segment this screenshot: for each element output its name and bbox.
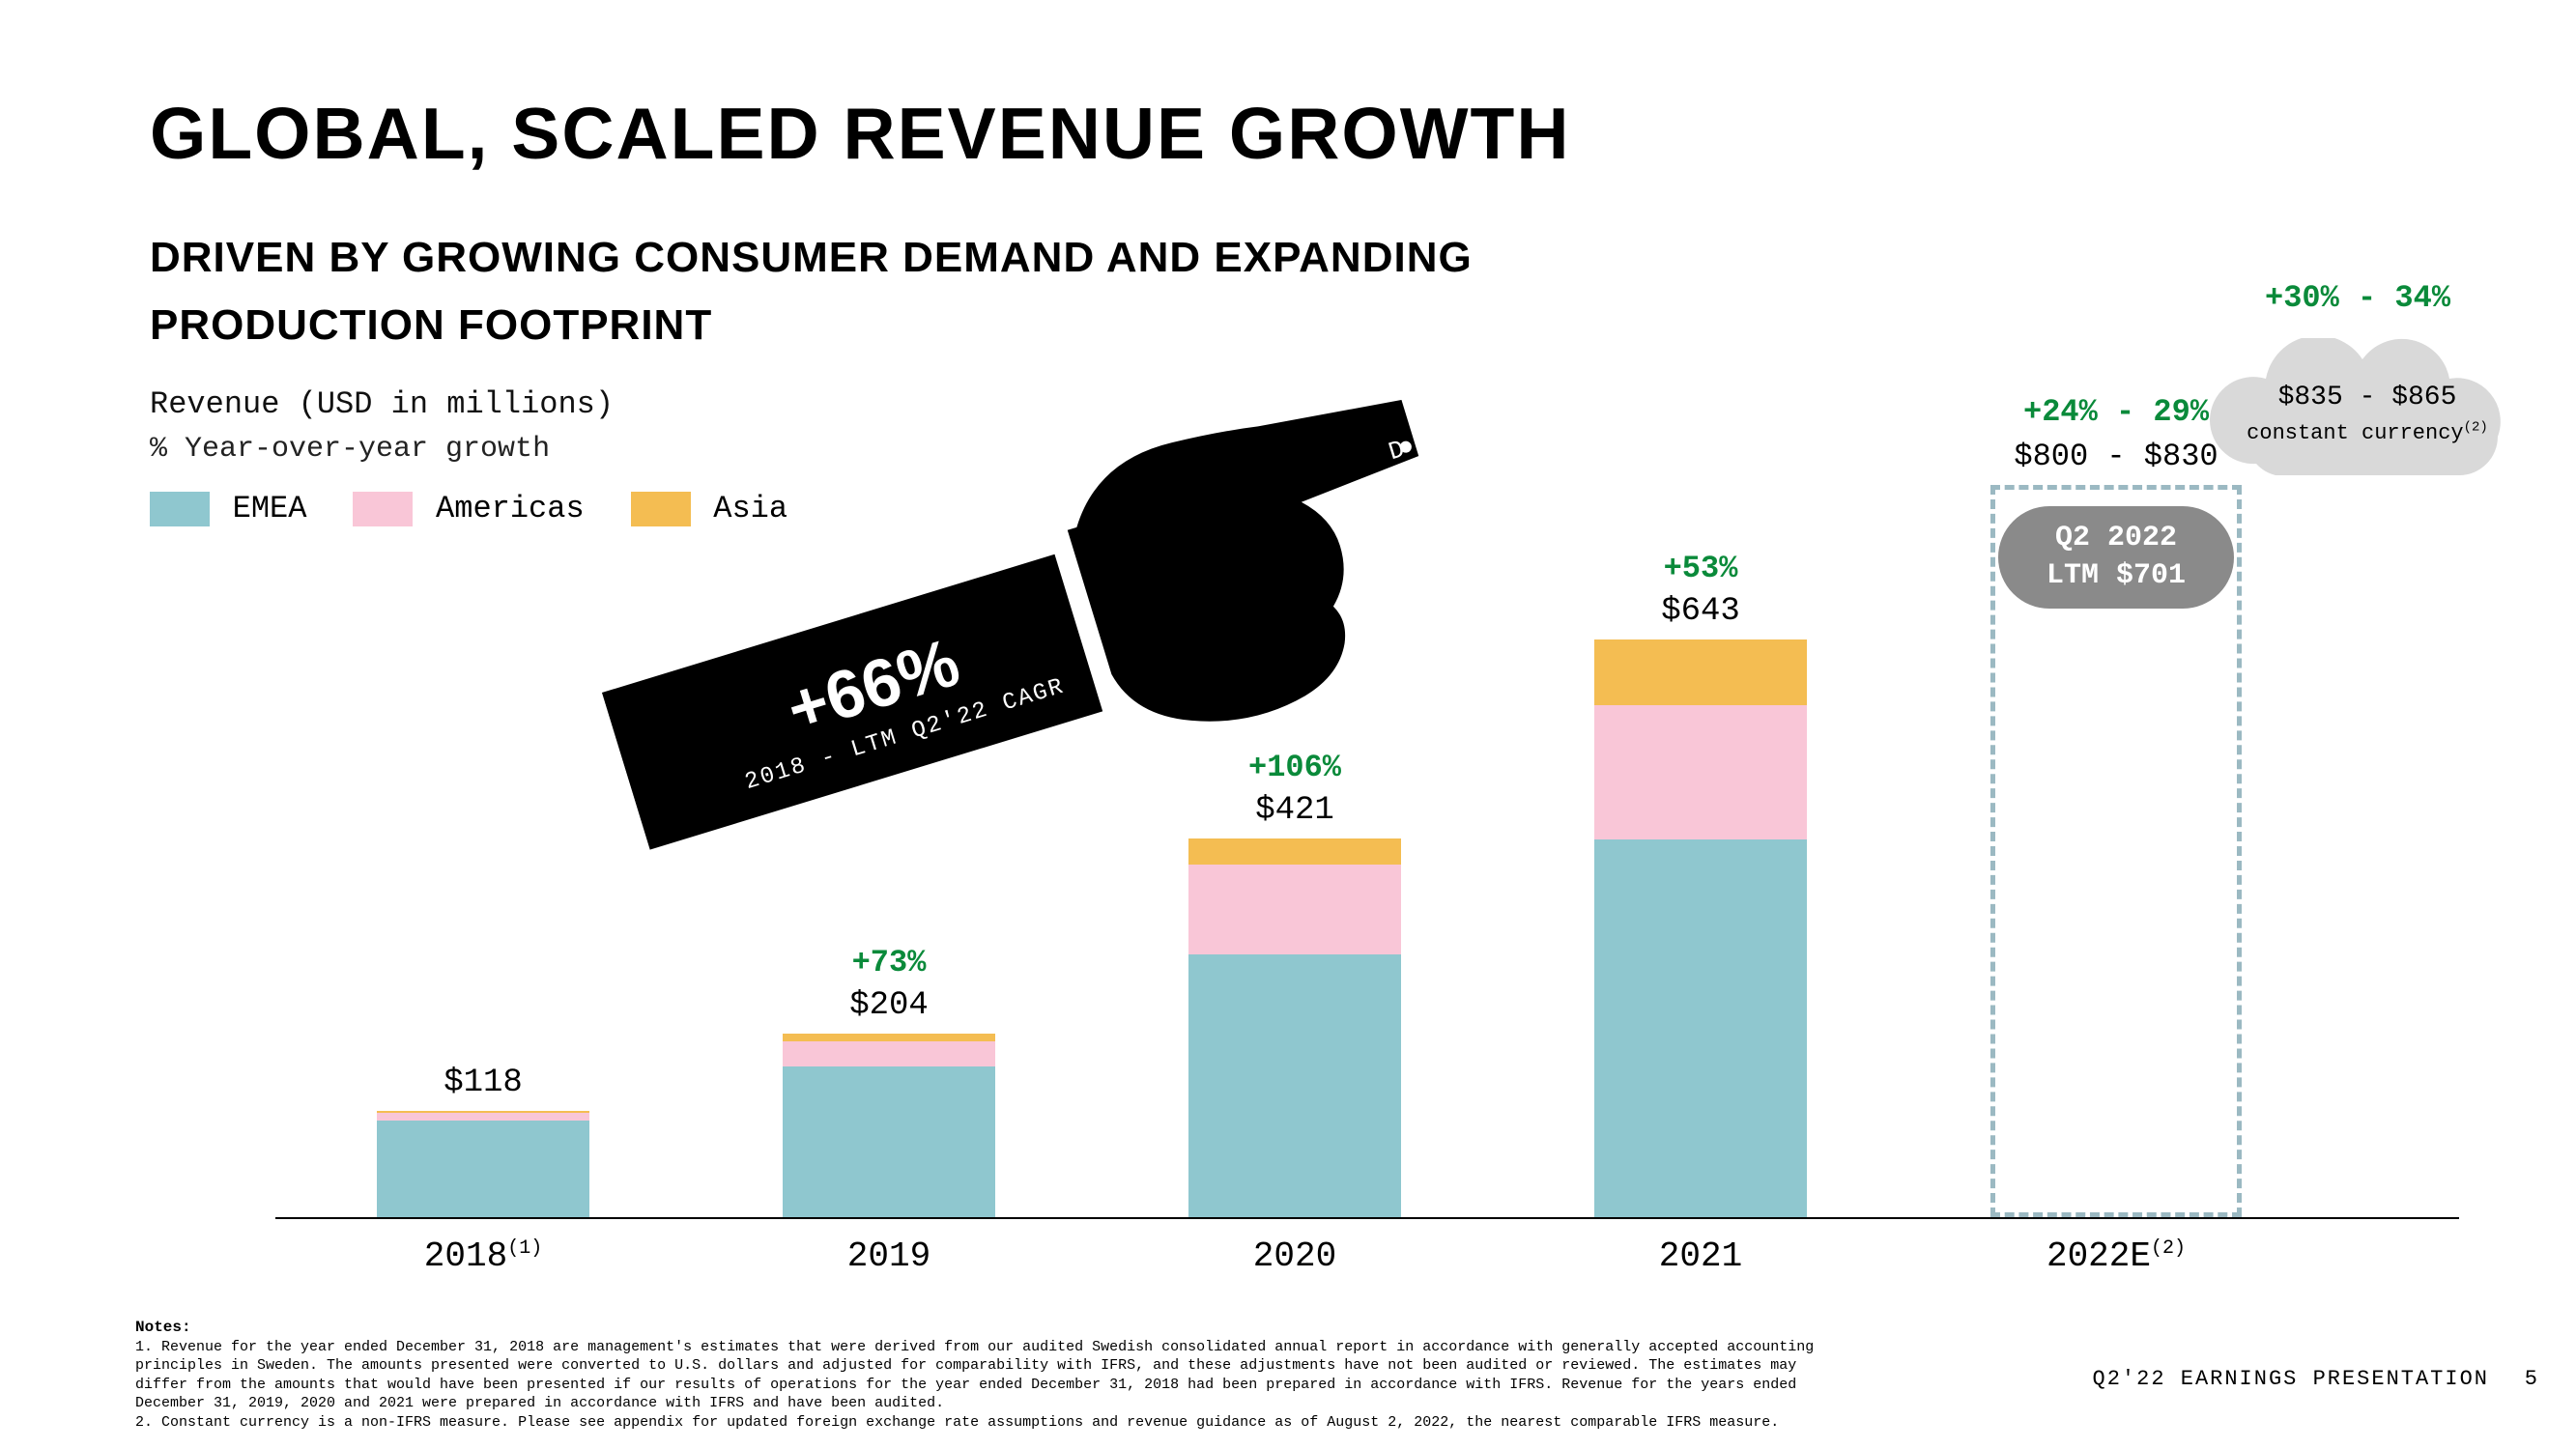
cloud-note-sup: (2) [2464, 420, 2488, 436]
bar-total-label: $118 [377, 1065, 589, 1101]
segment-americas [1188, 865, 1401, 954]
segment-emea [1188, 954, 1401, 1217]
x-axis-line [275, 1217, 2459, 1219]
bar-total-label: $643 [1594, 593, 1807, 630]
cloud-note: constant currency [2247, 421, 2463, 445]
cloud-text: $835 - $865 constant currency(2) [2179, 381, 2556, 451]
x-axis-label: 2018(1) [358, 1236, 609, 1276]
bar-total-label: $421 [1188, 792, 1401, 829]
legend-label-emea: EMEA [233, 491, 307, 526]
swatch-americas [353, 492, 413, 526]
segment-emea [1594, 839, 1807, 1217]
segment-asia [1594, 639, 1807, 705]
segment-emea [783, 1066, 995, 1217]
swatch-emea [150, 492, 210, 526]
notes-title: Notes: [135, 1318, 1826, 1338]
bar-total-label: $204 [783, 987, 995, 1024]
x-axis-label: 2019 [763, 1236, 1015, 1276]
legend-item-americas: Americas [353, 491, 584, 526]
x-axis-label: 2020 [1169, 1236, 1420, 1276]
segment-asia [1188, 838, 1401, 864]
slide: GLOBAL, SCALED REVENUE GROWTH DRIVEN BY … [0, 0, 2576, 1449]
bar-2018 [377, 1111, 589, 1217]
bar-2021 [1594, 639, 1807, 1217]
cloud-growth: +30% - 34% [2184, 280, 2532, 316]
bar-growth-label: +53% [1594, 551, 1807, 586]
legend-item-emea: EMEA [150, 491, 306, 526]
segment-emea [377, 1121, 589, 1217]
page-number: 5 [2525, 1367, 2537, 1391]
note-1: 1. Revenue for the year ended December 3… [135, 1338, 1826, 1413]
footnotes: Notes: 1. Revenue for the year ended Dec… [135, 1318, 1826, 1432]
bar-2020 [1188, 838, 1401, 1217]
cloud-range: $835 - $865 [2278, 383, 2457, 412]
ltm-pill: Q2 2022LTM $701 [1998, 506, 2234, 609]
y-axis-subtitle: % Year-over-year growth [150, 433, 550, 466]
slide-title: GLOBAL, SCALED REVENUE GROWTH [150, 92, 1571, 175]
segment-americas [783, 1041, 995, 1066]
bar-2019 [783, 1034, 995, 1217]
y-axis-title: Revenue (USD in millions) [150, 386, 614, 422]
bar-growth-label: +73% [783, 945, 995, 980]
constant-currency-callout: $835 - $865 constant currency(2) [2179, 338, 2556, 512]
segment-americas [1594, 705, 1807, 840]
legend-label-americas: Americas [436, 491, 585, 526]
footer-label: Q2'22 EARNINGS PRESENTATION [2093, 1367, 2489, 1391]
x-axis-label: 2021 [1575, 1236, 1826, 1276]
x-axis-label: 2022E(2) [1990, 1236, 2242, 1276]
segment-americas [377, 1113, 589, 1121]
segment-asia [783, 1034, 995, 1040]
note-2: 2. Constant currency is a non-IFRS measu… [135, 1413, 1826, 1433]
